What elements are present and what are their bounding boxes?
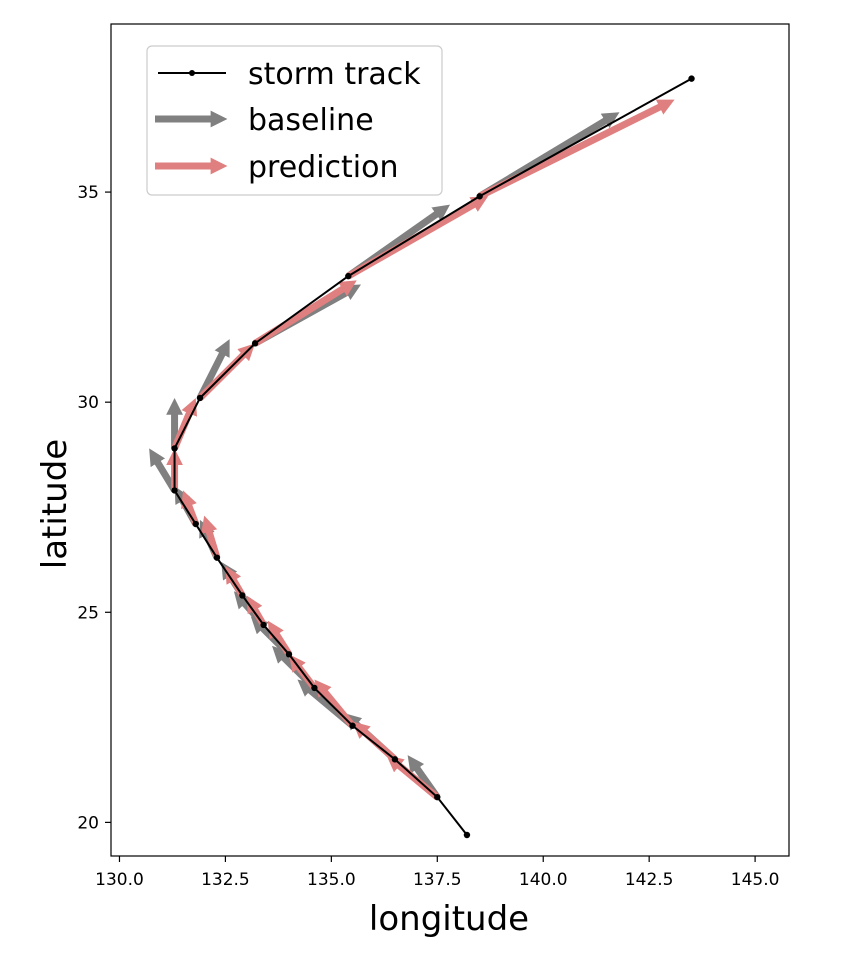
storm-track-point-1 bbox=[434, 793, 441, 801]
x-tick-label-1: 132.5 bbox=[201, 870, 250, 890]
axis-ticks: 130.0 132.5 135.0 137.5 140.0 142.5 145.0 20 25 3… bbox=[77, 183, 779, 890]
x-tick-label-3: 137.5 bbox=[413, 870, 462, 890]
legend-baseline-label: baseline bbox=[248, 103, 374, 138]
storm-track-point-2 bbox=[391, 756, 399, 763]
x-tick-label-0: 130.0 bbox=[95, 870, 144, 890]
prediction-arrow-7 bbox=[201, 515, 221, 559]
y-tick-label-0: 20 bbox=[77, 813, 99, 833]
storm-track-series bbox=[171, 75, 695, 839]
x-tick-label-6: 145.0 bbox=[731, 870, 780, 890]
baseline-arrows bbox=[149, 112, 620, 800]
storm-track-point-9 bbox=[192, 520, 199, 528]
plot-area-frame bbox=[110, 23, 790, 857]
x-axis-title: longitude bbox=[369, 899, 529, 939]
storm-track-point-16 bbox=[688, 75, 695, 82]
storm-track-point-13 bbox=[251, 340, 259, 347]
x-tick-label-4: 140.0 bbox=[519, 870, 568, 890]
storm-track-point-3 bbox=[349, 722, 356, 729]
storm-track-point-14 bbox=[345, 272, 352, 280]
legend-prediction-label: prediction bbox=[248, 150, 399, 185]
storm-track-point-0 bbox=[463, 831, 471, 839]
storm-track-point-4 bbox=[311, 684, 318, 692]
legend: storm track baseline prediction bbox=[146, 45, 443, 196]
y-tick-label-3: 35 bbox=[77, 183, 99, 203]
storm-track-point-8 bbox=[213, 554, 221, 561]
storm-track-point-7 bbox=[239, 592, 246, 599]
prediction-arrow-12 bbox=[253, 280, 357, 347]
storm-track-point-5 bbox=[285, 651, 293, 658]
y-axis-title: latitude bbox=[35, 439, 75, 569]
storm-track-point-6 bbox=[260, 621, 267, 629]
storm-track-point-12 bbox=[196, 394, 204, 402]
storm-track-point-15 bbox=[476, 193, 483, 200]
storm-track-point-11 bbox=[171, 445, 178, 452]
legend-storm-track-label: storm track bbox=[248, 57, 421, 92]
y-tick-label-1: 25 bbox=[77, 603, 99, 623]
prediction-arrows bbox=[166, 99, 675, 800]
x-tick-label-2: 135.0 bbox=[307, 870, 356, 890]
prediction-arrow-14 bbox=[478, 99, 675, 200]
y-tick-label-2: 30 bbox=[77, 393, 99, 413]
x-tick-label-5: 142.5 bbox=[625, 870, 674, 890]
legend-storm-track-marker bbox=[189, 70, 195, 76]
storm-track-point-10 bbox=[171, 487, 178, 494]
